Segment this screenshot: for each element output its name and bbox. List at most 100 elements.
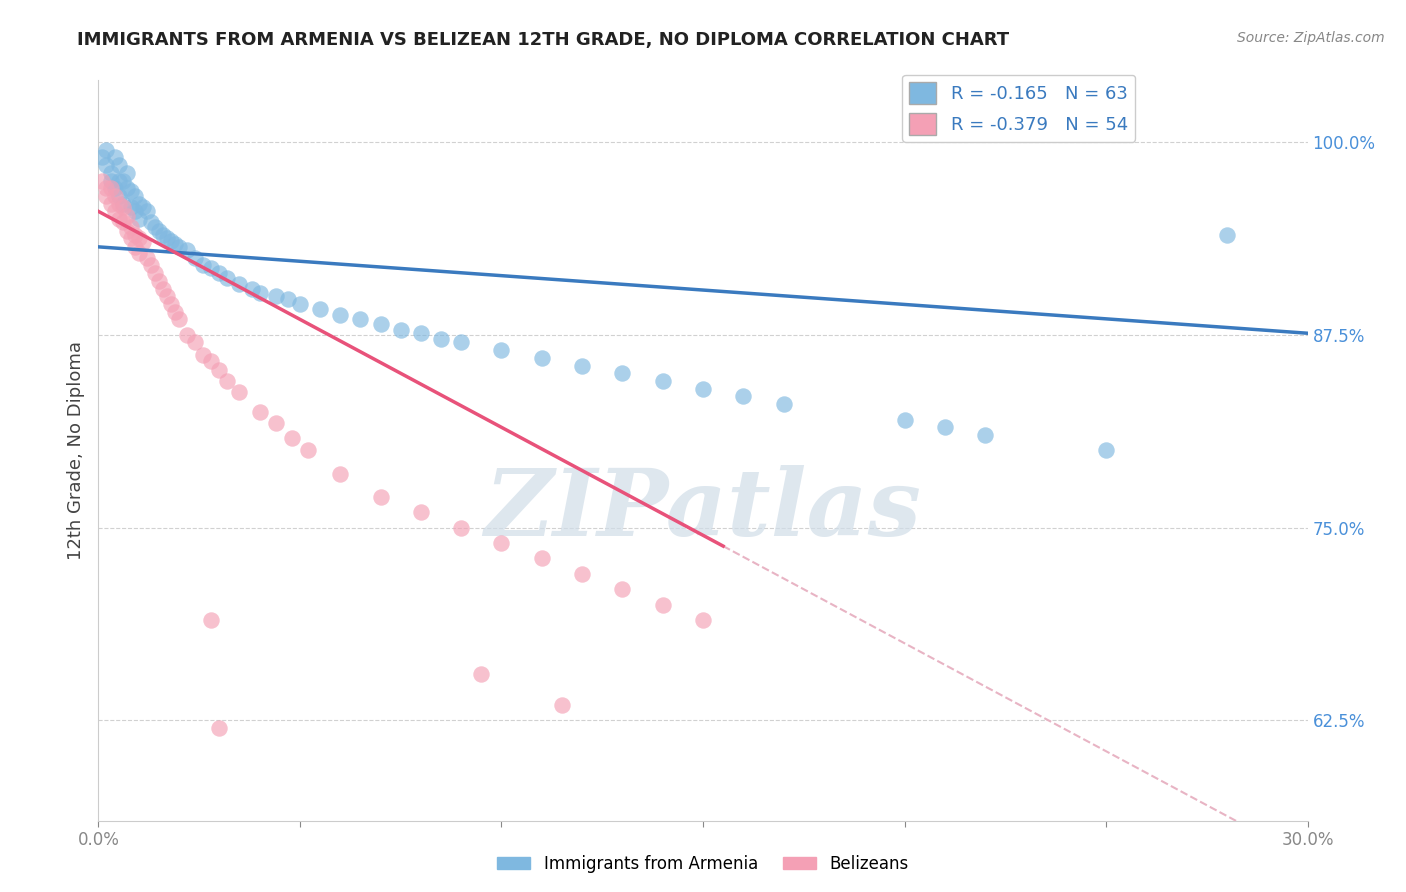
Point (128, 196, 150, 211)
Point (91, 150, 114, 164)
Point (208, 721, 231, 735)
Point (249, 286, 271, 301)
Point (176, 243, 198, 257)
Point (228, 384, 250, 399)
Point (692, 613, 714, 627)
Point (111, 215, 134, 229)
Point (200, 261, 222, 276)
Point (200, 354, 222, 368)
Point (107, 173, 129, 187)
Point (264, 416, 287, 430)
Point (120, 200, 142, 214)
Point (132, 235, 155, 250)
Point (329, 308, 352, 322)
Point (111, 173, 134, 187)
Point (349, 312, 371, 326)
Point (530, 551, 553, 566)
Point (139, 215, 162, 229)
Text: IMMIGRANTS FROM ARMENIA VS BELIZEAN 12TH GRADE, NO DIPLOMA CORRELATION CHART: IMMIGRANTS FROM ARMENIA VS BELIZEAN 12TH… (77, 31, 1010, 49)
Point (297, 443, 319, 458)
Point (208, 363, 231, 377)
Point (124, 204, 146, 219)
Point (1216, 227, 1239, 242)
Point (167, 240, 190, 254)
Point (100, 181, 122, 195)
Point (115, 181, 138, 195)
Point (217, 270, 239, 285)
Point (530, 351, 553, 365)
Point (91, 173, 114, 187)
Point (103, 189, 125, 203)
Point (103, 150, 125, 164)
Point (193, 259, 215, 273)
Point (143, 266, 166, 280)
Point (612, 367, 634, 381)
Point (107, 158, 129, 172)
Point (184, 335, 207, 350)
Point (409, 505, 432, 519)
Point (100, 166, 122, 180)
Point (167, 312, 190, 326)
Point (107, 189, 129, 203)
Point (200, 613, 222, 627)
Point (124, 227, 146, 242)
Point (139, 259, 162, 273)
Point (281, 431, 304, 445)
Point (96, 189, 118, 203)
Point (132, 200, 155, 214)
Point (491, 536, 513, 550)
Point (111, 196, 134, 211)
Point (148, 274, 170, 288)
Point (309, 301, 332, 316)
Point (120, 230, 142, 244)
Point (115, 166, 138, 180)
Point (264, 289, 287, 303)
Point (651, 598, 673, 612)
Point (450, 335, 472, 350)
Point (111, 200, 134, 214)
Point (217, 374, 239, 388)
Point (135, 251, 157, 265)
Point (240, 281, 263, 295)
Point (103, 181, 125, 195)
Point (571, 566, 593, 581)
Legend: R = -0.165   N = 63, R = -0.379   N = 54: R = -0.165 N = 63, R = -0.379 N = 54 (903, 75, 1135, 142)
Point (409, 326, 432, 341)
Point (208, 266, 231, 280)
Point (893, 412, 915, 426)
Point (176, 327, 198, 342)
Point (160, 234, 183, 248)
Point (450, 520, 472, 534)
Point (107, 212, 129, 227)
Point (163, 304, 186, 318)
Point (156, 230, 179, 244)
Legend: Immigrants from Armenia, Belizeans: Immigrants from Armenia, Belizeans (491, 848, 915, 880)
Point (160, 297, 183, 311)
Point (329, 467, 352, 481)
Point (974, 428, 997, 442)
Point (124, 240, 146, 254)
Point (103, 204, 125, 219)
Point (115, 224, 138, 238)
Point (692, 382, 714, 396)
Point (152, 227, 174, 242)
Point (96, 181, 118, 195)
Point (120, 185, 142, 199)
Point (128, 212, 150, 227)
Point (128, 230, 150, 244)
Text: Source: ZipAtlas.com: Source: ZipAtlas.com (1237, 31, 1385, 45)
Point (96, 143, 118, 157)
Point (612, 582, 634, 597)
Point (152, 281, 174, 295)
Point (470, 667, 492, 681)
Point (107, 196, 129, 211)
Point (120, 219, 142, 234)
Point (148, 224, 170, 238)
Point (277, 293, 299, 307)
Point (733, 389, 755, 403)
Point (571, 359, 593, 373)
Point (651, 374, 673, 388)
Point (389, 323, 412, 337)
Point (370, 317, 392, 331)
Point (772, 397, 794, 411)
